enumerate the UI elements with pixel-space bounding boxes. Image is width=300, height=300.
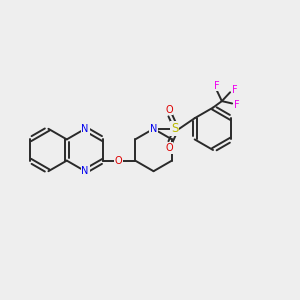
Text: F: F xyxy=(234,100,240,110)
Text: F: F xyxy=(232,85,238,95)
Text: O: O xyxy=(165,105,173,115)
Text: S: S xyxy=(171,122,178,135)
Text: F: F xyxy=(214,80,219,91)
Text: N: N xyxy=(81,124,89,134)
Text: N: N xyxy=(81,166,89,176)
Text: O: O xyxy=(165,143,173,153)
Text: O: O xyxy=(114,156,122,166)
Text: N: N xyxy=(150,124,157,134)
